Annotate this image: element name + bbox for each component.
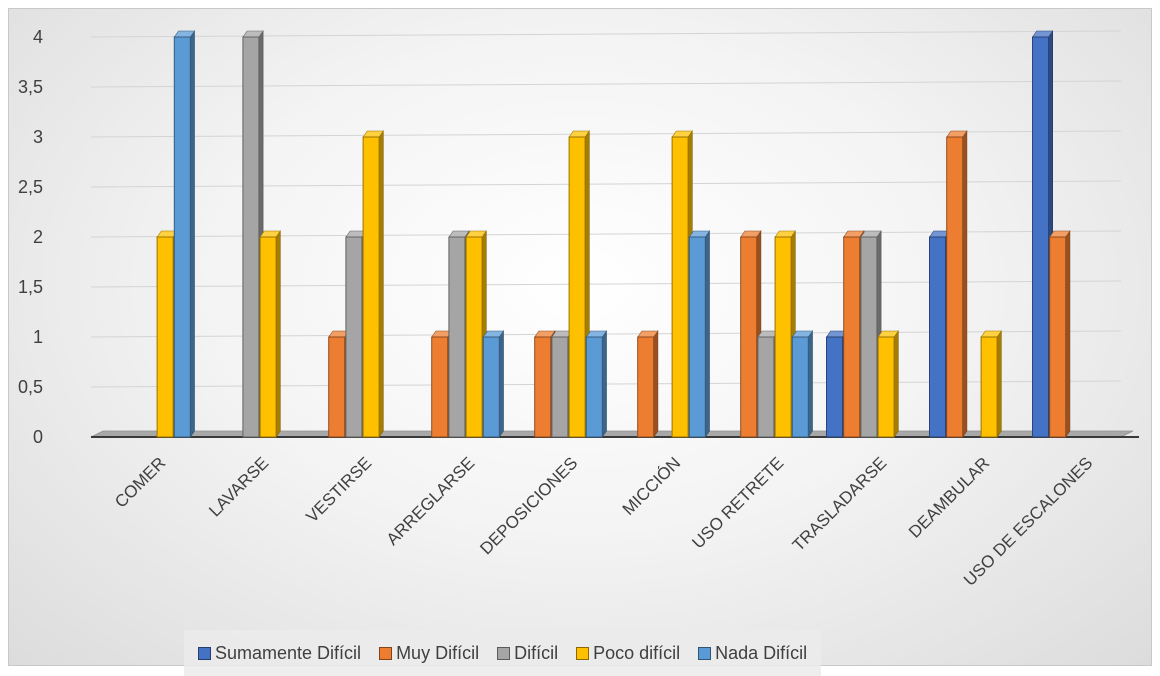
bar-front: [448, 236, 466, 438]
bar-front: [1032, 36, 1049, 438]
bar-front: [534, 336, 552, 438]
x-tick-label: LAVARSE: [205, 453, 272, 520]
legend-label: Poco difícil: [593, 642, 681, 663]
bar-side: [704, 230, 710, 438]
y-tick-label: 3,5: [18, 77, 43, 97]
legend-swatch: [379, 646, 393, 660]
bar-side: [893, 330, 899, 438]
legend-swatch: [198, 646, 211, 660]
legend-item: Difícil: [497, 643, 558, 664]
legend-swatch: [698, 646, 712, 660]
legend-item: Nada Difícil: [698, 643, 807, 664]
x-tick-label: DEPOSICIONES: [476, 453, 581, 558]
bar: [688, 230, 711, 438]
x-tick-label: COMER: [111, 453, 169, 511]
legend-item: Muy Difícil: [379, 643, 479, 664]
x-tick-label: VESTIRSE: [302, 453, 375, 526]
x-tick-label: ARREGLARSE: [383, 453, 479, 549]
y-tick-label: 3: [33, 127, 43, 147]
legend-swatch: [497, 646, 511, 660]
bar-front: [637, 336, 655, 438]
bar-front: [585, 336, 603, 438]
bar: [791, 330, 814, 438]
legend-label: Nada Difícil: [715, 642, 808, 663]
x-tick-label: DEAMBULAR: [905, 453, 993, 541]
legend-label: Sumamente Difícil: [215, 642, 362, 663]
bar: [1031, 30, 1054, 438]
bar: [173, 30, 196, 438]
bar-front: [551, 336, 569, 438]
bar: [980, 330, 1002, 438]
y-tick-label: 4: [33, 27, 43, 47]
bar-side: [1065, 230, 1071, 438]
bar-front: [345, 236, 363, 438]
x-tick-label: USO RETRETE: [688, 453, 787, 552]
bar-front: [860, 236, 878, 438]
bar-chart: 0 0,5 1 1,5 2 2,5 3 3,5 4 COMER LAVARSE VESTIRSE ARR…: [18, 27, 1139, 590]
legend-item: Sumamente Difícil: [198, 643, 361, 664]
bar-front: [173, 36, 191, 438]
x-axis-labels: COMER LAVARSE VESTIRSE ARREGLARSEDEPOSICION…: [111, 453, 1096, 589]
bar-front: [156, 236, 174, 438]
bar-side: [498, 330, 504, 438]
bar-side: [190, 30, 195, 438]
chart-frame: 0 0,5 1 1,5 2 2,5 3 3,5 4 COMER LAVARSE VESTIRSE ARR…: [8, 8, 1152, 676]
bar-front: [843, 236, 861, 438]
y-axis: 0 0,5 1 1,5 2 2,5 3 3,5 4: [18, 27, 43, 447]
x-tick-label: TRASLADARSE: [789, 453, 891, 555]
bar-side: [996, 330, 1002, 438]
bar-side: [653, 330, 659, 438]
bar-front: [826, 336, 843, 438]
bar-front: [465, 236, 483, 438]
bar-front: [791, 336, 809, 438]
y-tick-label: 2: [33, 227, 43, 247]
legend-swatch: [576, 646, 590, 660]
bar: [585, 330, 608, 438]
bar-front: [362, 136, 380, 438]
bar-side: [378, 130, 384, 438]
bar-front: [328, 336, 346, 438]
bar-side: [962, 130, 968, 438]
y-tick-label: 0: [33, 427, 43, 447]
bar-front: [929, 236, 946, 438]
bar-front: [877, 336, 895, 438]
bar-front: [431, 336, 449, 438]
y-tick-label: 2,5: [18, 177, 43, 197]
bar-side: [275, 230, 281, 438]
bar-front: [671, 136, 689, 438]
bar-front: [740, 236, 758, 438]
y-tick-label: 1: [33, 327, 43, 347]
bar: [637, 330, 659, 438]
legend-label: Difícil: [514, 642, 559, 663]
legend-label: Muy Difícil: [396, 642, 480, 663]
bar-front: [946, 136, 964, 438]
bar: [362, 130, 384, 438]
bar-front: [242, 36, 260, 438]
bar-front: [774, 236, 792, 438]
bar-front: [688, 236, 706, 438]
x-tick-label: MICCIÓN: [619, 453, 685, 519]
bar-side: [807, 330, 813, 438]
bar: [877, 330, 899, 438]
bar-front: [482, 336, 500, 438]
bar-front: [259, 236, 277, 438]
bar: [946, 130, 968, 438]
bar: [259, 230, 281, 438]
bars: [156, 30, 1071, 438]
y-tick-label: 1,5: [18, 277, 43, 297]
bar-front: [1049, 236, 1067, 438]
bar: [482, 330, 505, 438]
bar-front: [568, 136, 586, 438]
bar-front: [757, 336, 775, 438]
legend: Sumamente Difícil Muy Difícil Difícil Poco …: [184, 630, 822, 676]
bar-side: [601, 330, 607, 438]
bar-front: [980, 336, 998, 438]
bar: [1049, 230, 1071, 438]
legend-item: Poco difícil: [576, 643, 680, 664]
y-tick-label: 0,5: [18, 377, 43, 397]
